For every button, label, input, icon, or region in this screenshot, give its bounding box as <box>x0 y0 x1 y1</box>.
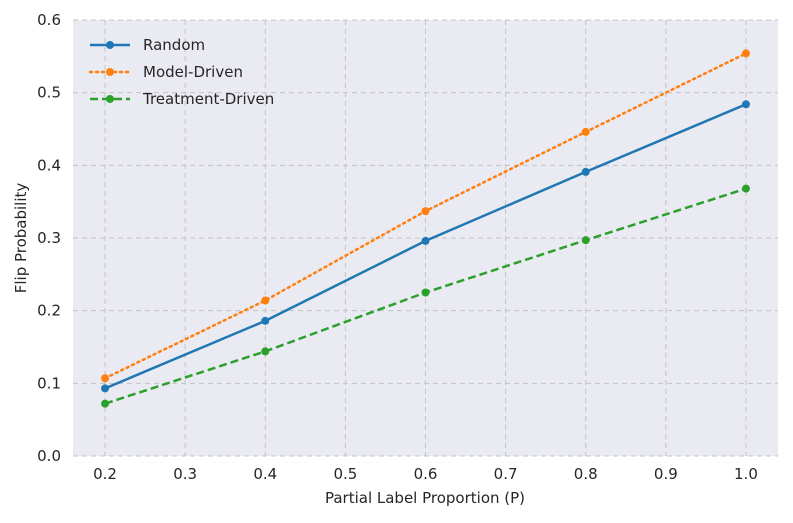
y-axis-label: Flip Probability <box>12 183 30 294</box>
x-tick-label: 1.0 <box>734 465 758 483</box>
legend-item: Treatment-Driven <box>90 90 274 108</box>
x-tick-label: 0.9 <box>654 465 678 483</box>
legend-marker <box>106 41 114 49</box>
x-tick-label: 0.6 <box>414 465 438 483</box>
data-point <box>261 296 270 305</box>
data-point <box>581 236 590 245</box>
x-axis-label: Partial Label Proportion (P) <box>325 489 525 507</box>
y-tick-label: 0.0 <box>37 447 61 465</box>
data-point <box>581 167 590 176</box>
y-tick-label: 0.5 <box>37 84 61 102</box>
y-tick-label: 0.1 <box>37 374 61 392</box>
x-axis-ticks: 0.2 0.3 0.4 0.5 0.6 0.7 0.8 0.9 1.0 <box>93 465 758 483</box>
x-tick-label: 0.2 <box>93 465 117 483</box>
data-point <box>741 100 750 109</box>
x-tick-label: 0.7 <box>494 465 518 483</box>
data-point <box>101 384 110 393</box>
legend: Random Model-Driven Treatment-Driven <box>88 36 274 108</box>
series-random <box>101 100 750 393</box>
x-tick-label: 0.8 <box>574 465 598 483</box>
data-point <box>261 316 270 325</box>
series-model-driven <box>101 49 750 383</box>
legend-item: Model-Driven <box>88 63 243 81</box>
legend-marker <box>106 95 114 103</box>
legend-label: Treatment-Driven <box>142 90 274 108</box>
legend-item: Random <box>90 36 205 54</box>
legend-label: Random <box>143 36 205 54</box>
data-point <box>421 288 430 297</box>
legend-label: Model-Driven <box>143 63 243 81</box>
y-tick-label: 0.3 <box>37 229 61 247</box>
legend-marker <box>106 68 114 76</box>
data-point <box>581 127 590 136</box>
x-tick-label: 0.5 <box>333 465 357 483</box>
x-tick-label: 0.3 <box>173 465 197 483</box>
series-layer <box>101 49 750 408</box>
y-tick-label: 0.4 <box>37 156 61 174</box>
data-point <box>421 236 430 245</box>
x-tick-label: 0.4 <box>253 465 277 483</box>
data-point <box>421 207 430 216</box>
y-tick-label: 0.2 <box>37 302 61 320</box>
data-point <box>261 347 270 356</box>
y-axis-ticks: 0.0 0.1 0.2 0.3 0.4 0.5 0.6 <box>37 11 61 465</box>
series-treatment-driven <box>101 184 750 408</box>
data-point <box>101 374 110 383</box>
data-point <box>101 399 110 408</box>
y-tick-label: 0.6 <box>37 11 61 29</box>
data-point <box>741 184 750 193</box>
data-point <box>741 49 750 58</box>
